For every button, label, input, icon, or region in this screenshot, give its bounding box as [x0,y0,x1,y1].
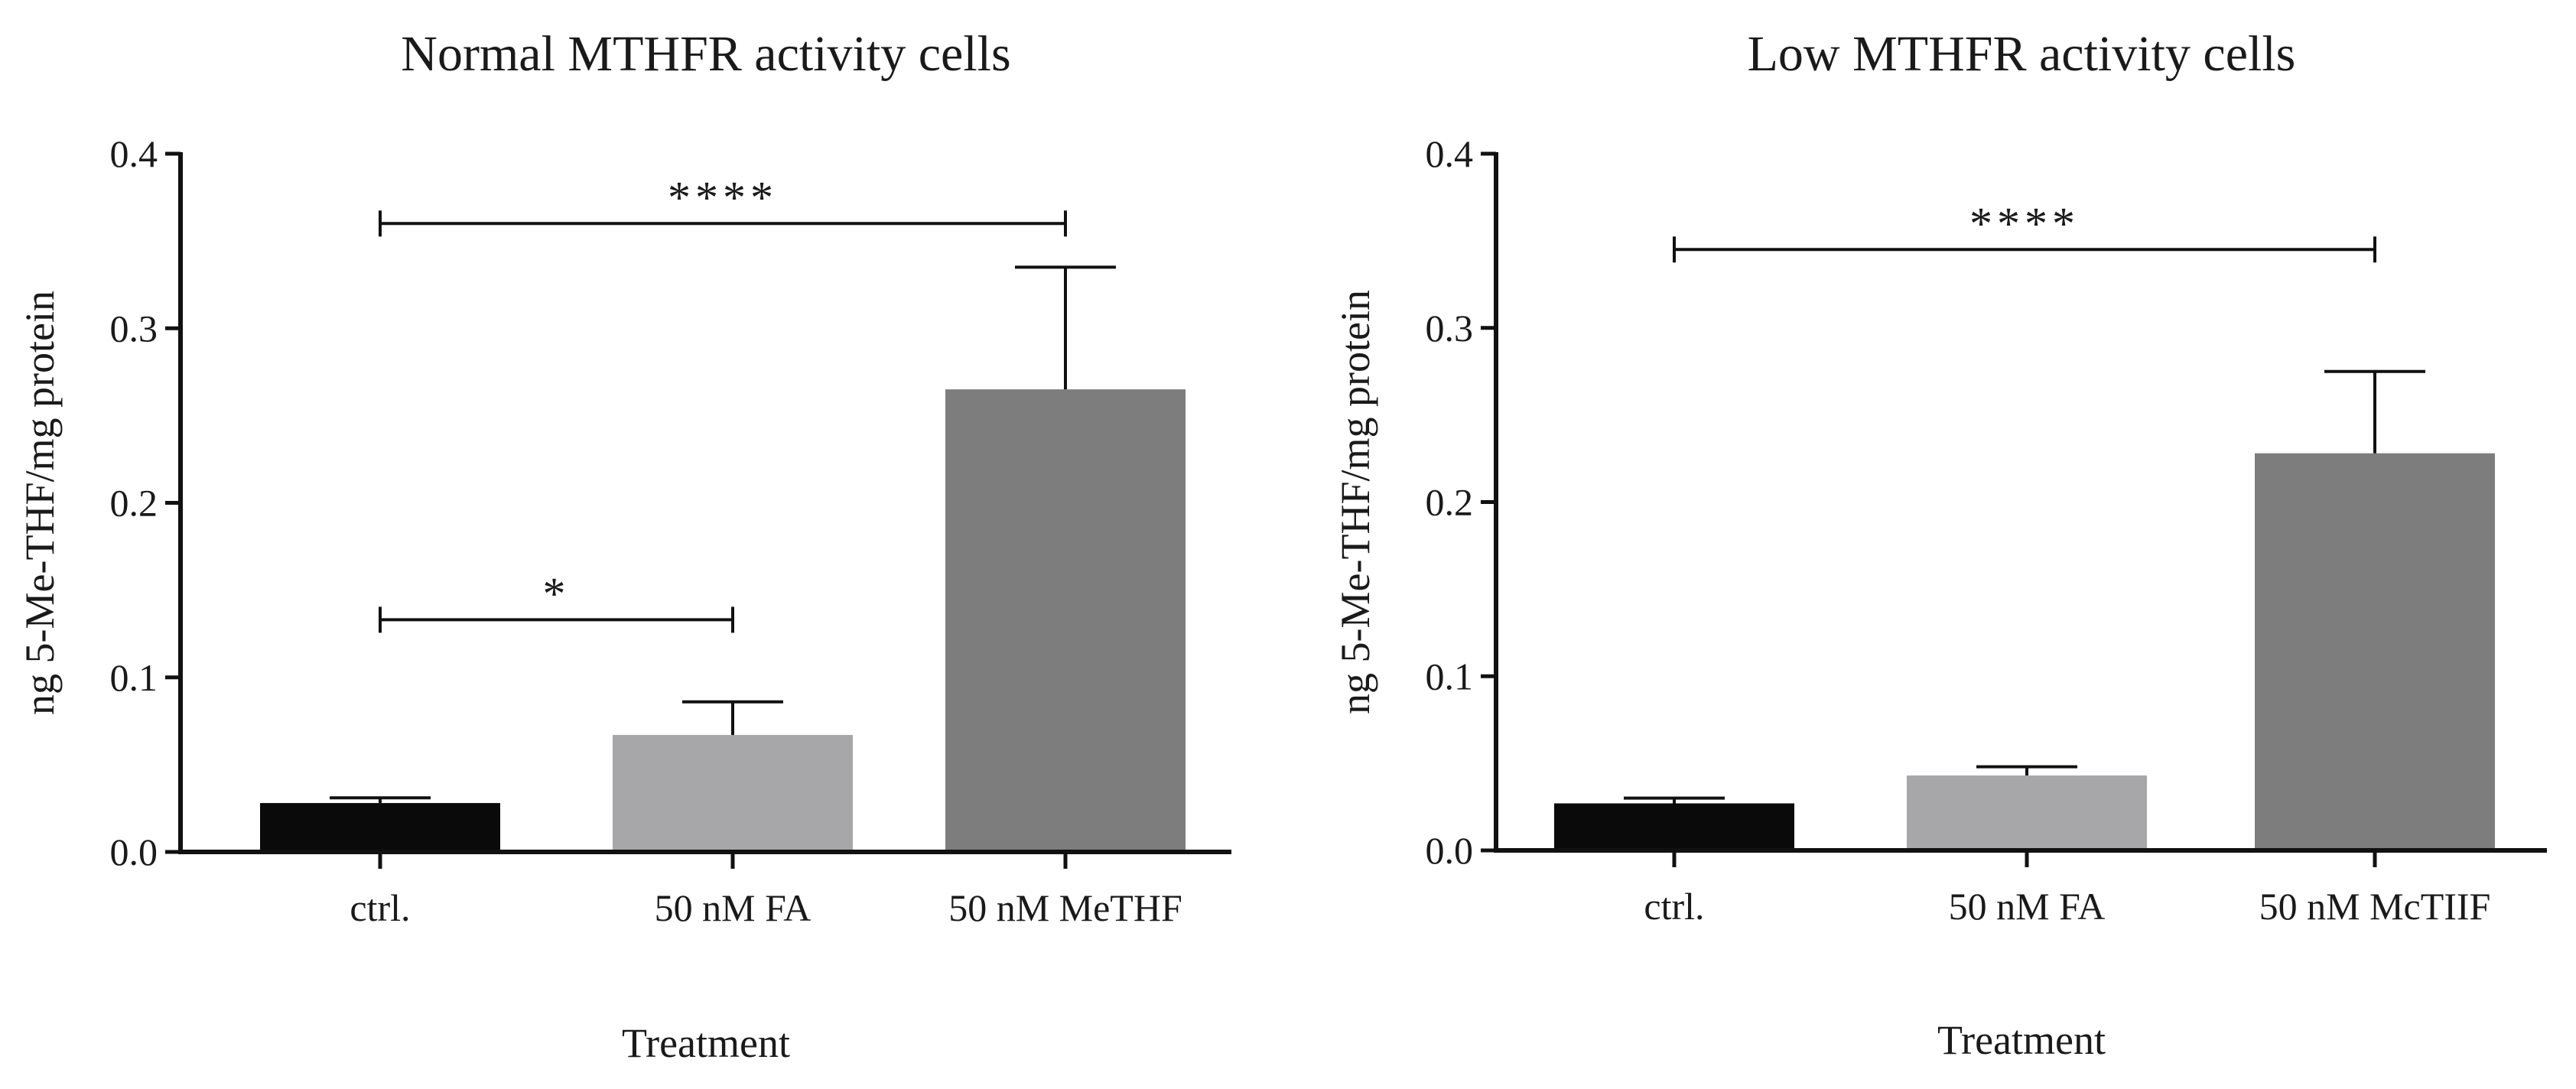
x-tick-label: 50 nM FA [1949,885,2106,928]
chart-title: Low MTHFR activity cells [1748,26,2296,82]
bar-fa [1907,775,2147,850]
chart-low-mthfr: Low MTHFR activity cells ng 5-Me-THF/mg p… [1332,26,2547,1063]
chart-normal-mthfr: Normal MTHFR activity cells ng 5-Me-THF/m… [17,26,1231,1066]
x-tick-label: ctrl. [1644,885,1704,928]
y-tick-label: 0.2 [1426,481,1474,524]
bar-methf [945,389,1186,852]
bar-fa [613,735,853,852]
y-tick-label: 0.4 [110,132,158,175]
bar-ctrl [1554,803,1794,850]
y-tick-label: 0.0 [1426,829,1474,872]
y-tick-label: 0.1 [1426,655,1474,697]
bar-ctrl [260,803,500,852]
y-tick-label: 0.3 [1426,307,1474,349]
significance-label: **** [668,172,778,223]
chart-title: Normal MTHFR activity cells [401,26,1010,82]
y-tick-label: 0.0 [110,831,158,873]
x-axis-label: Treatment [622,1020,790,1066]
significance-label: * [543,568,571,619]
bar-methf [2255,453,2495,850]
x-tick-label: ctrl. [350,886,410,929]
x-tick-label: 50 nM FA [655,886,812,929]
y-axis-label: ng 5-Me-THF/mg protein [1332,290,1378,714]
significance-label: **** [1969,198,2080,249]
y-axis-label: ng 5-Me-THF/mg protein [17,291,63,715]
y-tick-label: 0.3 [110,307,158,349]
x-tick-label: 50 nM MeTHF [948,886,1182,929]
x-axis-label: Treatment [1937,1017,2106,1063]
x-tick-label: 50 nM McTIIF [2259,885,2491,928]
y-tick-label: 0.4 [1426,132,1474,175]
y-tick-label: 0.2 [110,482,158,525]
y-tick-label: 0.1 [110,656,158,699]
